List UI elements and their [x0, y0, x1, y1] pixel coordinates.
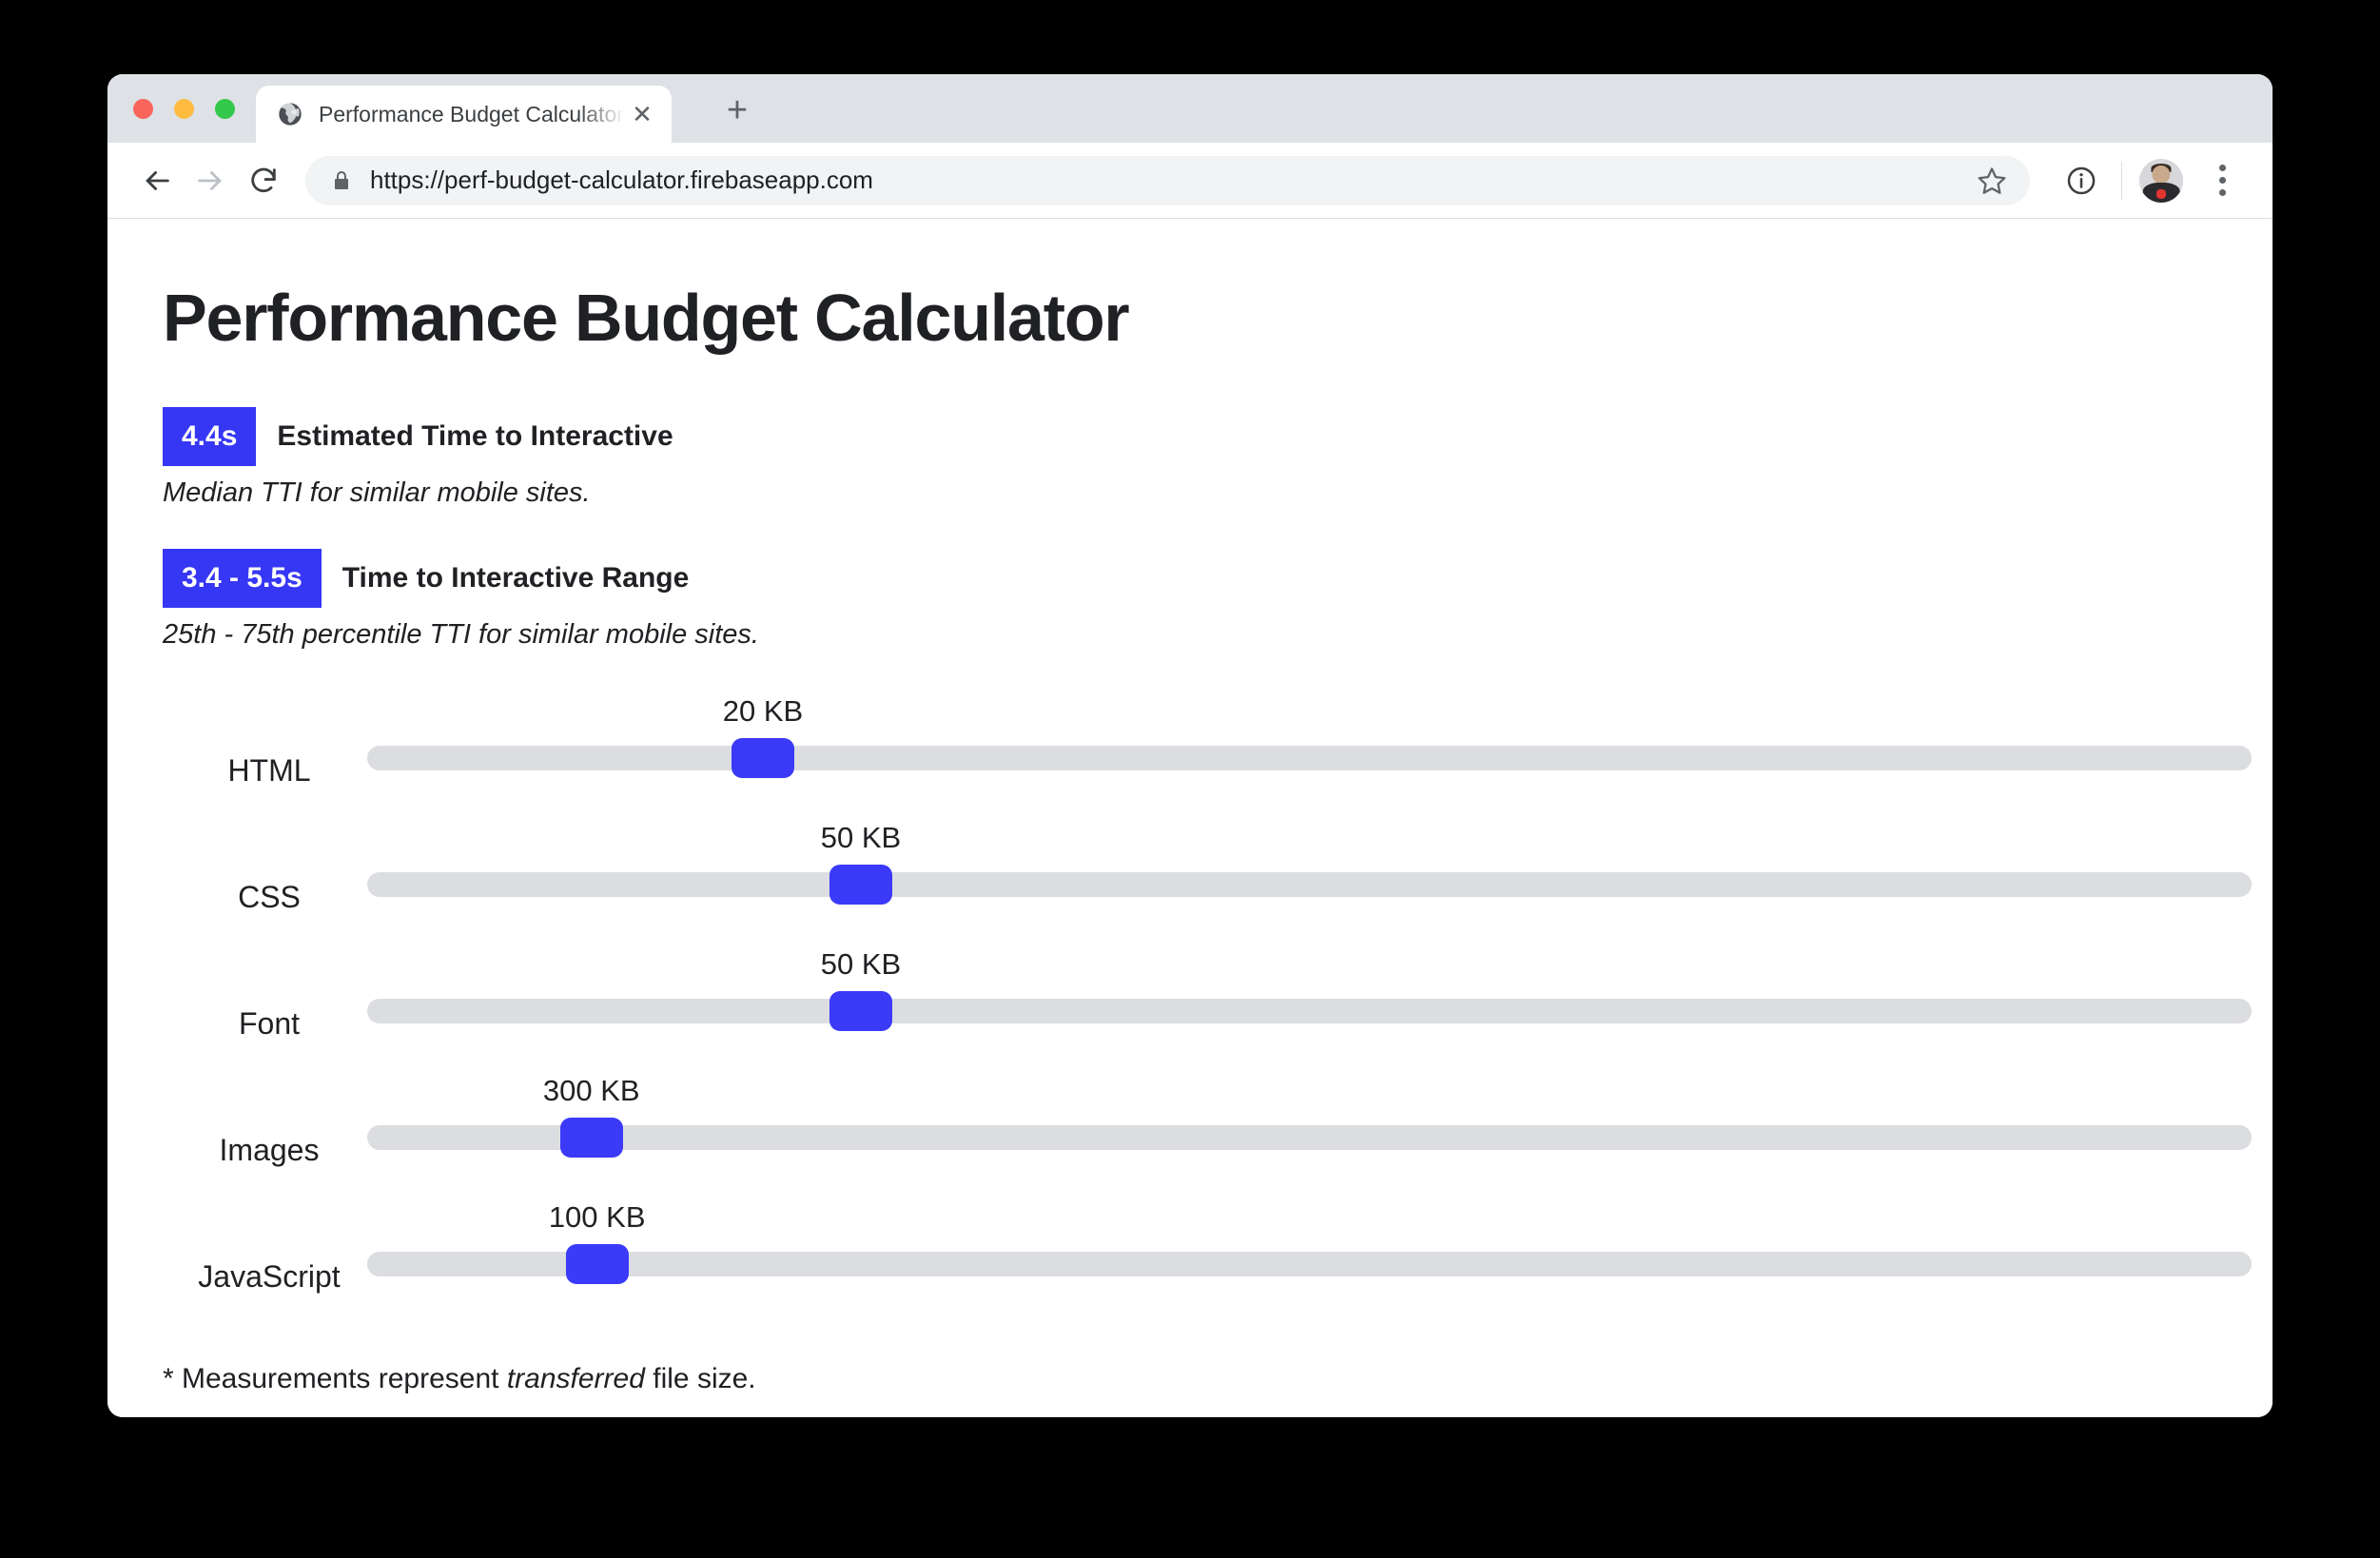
info-circle-icon[interactable] — [2058, 158, 2104, 204]
window-controls — [133, 99, 235, 119]
new-tab-button[interactable]: + — [726, 90, 749, 130]
menu-dot — [2218, 177, 2226, 184]
tab-title: Performance Budget Calculator — [319, 101, 624, 127]
back-icon[interactable] — [130, 154, 184, 207]
slider-html[interactable]: 20 KB — [367, 696, 2252, 778]
slider-label: Images — [219, 1132, 320, 1167]
forward-icon[interactable] — [184, 154, 237, 207]
slider-images[interactable]: 300 KB — [367, 1076, 2252, 1158]
slider-value: 100 KB — [548, 1199, 646, 1234]
star-icon[interactable] — [1971, 160, 2013, 202]
slider-row-html: HTML 20 KB — [107, 696, 2273, 823]
metric-description: Median TTI for similar mobile sites. — [163, 477, 591, 508]
status-badge: 3.4 - 5.5s — [163, 548, 322, 608]
tab-strip: Performance Budget Calculator ✕ + — [107, 74, 2273, 143]
slider-thumb[interactable] — [565, 1243, 629, 1284]
slider-label: Font — [238, 1005, 301, 1041]
slider-row-images: Images 300 KB — [107, 1076, 2273, 1202]
address-bar[interactable]: https://perf-budget-calculator.firebasea… — [305, 155, 2030, 205]
slider-row-css: CSS 50 KB — [107, 823, 2273, 949]
url-text: https://perf-budget-calculator.firebasea… — [370, 166, 873, 194]
slider-value: 50 KB — [820, 946, 902, 981]
globe-icon — [277, 101, 303, 127]
slider-track[interactable] — [367, 745, 2252, 770]
slider-row-font: Font 50 KB — [107, 949, 2273, 1076]
status-badge: 4.4s — [163, 406, 257, 466]
reload-icon[interactable] — [237, 154, 290, 207]
metric-label: Estimated Time to Interactive — [277, 419, 673, 452]
slider-thumb[interactable] — [829, 990, 893, 1031]
metric-row: 4.4s Estimated Time to Interactive — [163, 406, 2273, 466]
metric-block-tti-range: 3.4 - 5.5s Time to Interactive Range 25t… — [163, 548, 2273, 651]
toolbar-divider — [2121, 161, 2122, 200]
close-window-button[interactable] — [133, 99, 153, 119]
metrics-section: 4.4s Estimated Time to Interactive Media… — [163, 406, 2273, 651]
menu-dot — [2218, 165, 2226, 171]
slider-thumb[interactable] — [559, 1117, 623, 1158]
lock-icon — [330, 169, 353, 192]
menu-dot — [2218, 189, 2226, 196]
avatar-head — [2152, 165, 2171, 185]
footnote-suffix: file size. — [644, 1362, 756, 1394]
close-icon[interactable]: ✕ — [632, 100, 653, 128]
slider-track[interactable] — [367, 871, 2252, 897]
slider-value: 300 KB — [542, 1073, 640, 1107]
slider-track[interactable] — [367, 1251, 2252, 1276]
slider-label: JavaScript — [198, 1258, 341, 1294]
page-title: Performance Budget Calculator — [163, 281, 1130, 355]
slider-track[interactable] — [367, 1124, 2252, 1150]
footnote-prefix: * Measurements represent — [163, 1362, 507, 1394]
metric-label: Time to Interactive Range — [341, 561, 690, 594]
three-dot-menu-icon[interactable] — [2200, 158, 2244, 204]
slider-thumb[interactable] — [829, 864, 893, 905]
metric-block-tti: 4.4s Estimated Time to Interactive Media… — [163, 406, 2273, 509]
footnote-emphasis: transferred — [506, 1362, 645, 1394]
metric-row: 3.4 - 5.5s Time to Interactive Range — [163, 548, 2273, 608]
slider-value: 20 KB — [722, 693, 804, 728]
budget-sliders: HTML 20 KB CSS 50 KB F — [107, 696, 2273, 1329]
slider-font[interactable]: 50 KB — [367, 949, 2252, 1031]
avatar-badge — [2156, 188, 2167, 199]
slider-thumb[interactable] — [732, 737, 794, 778]
maximize-window-button[interactable] — [215, 99, 235, 119]
metric-description: 25th - 75th percentile TTI for similar m… — [163, 618, 759, 650]
browser-toolbar: https://perf-budget-calculator.firebasea… — [107, 143, 2273, 219]
user-avatar[interactable] — [2139, 158, 2183, 203]
minimize-window-button[interactable] — [174, 99, 194, 119]
slider-css[interactable]: 50 KB — [367, 823, 2252, 905]
slider-value: 50 KB — [820, 820, 902, 854]
browser-window: Performance Budget Calculator ✕ + — [107, 74, 2273, 1417]
page-content: Performance Budget Calculator 4.4s Estim… — [107, 219, 2273, 1417]
footnote: * Measurements represent transferred fil… — [163, 1363, 2273, 1395]
slider-label: HTML — [227, 752, 311, 788]
slider-label: CSS — [238, 879, 301, 914]
slider-javascript[interactable]: 100 KB — [367, 1202, 2252, 1284]
browser-tab[interactable]: Performance Budget Calculator ✕ — [256, 86, 672, 143]
slider-row-javascript: JavaScript 100 KB — [107, 1202, 2273, 1329]
slider-track[interactable] — [367, 998, 2252, 1023]
